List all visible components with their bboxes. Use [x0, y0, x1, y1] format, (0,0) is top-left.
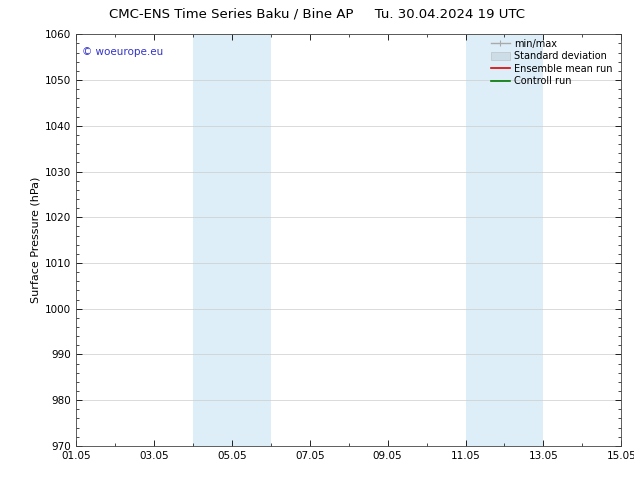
Legend: min/max, Standard deviation, Ensemble mean run, Controll run: min/max, Standard deviation, Ensemble me…: [487, 35, 616, 90]
Bar: [193, 34, 271, 446]
Bar: [465, 34, 543, 446]
Y-axis label: Surface Pressure (hPa): Surface Pressure (hPa): [31, 177, 41, 303]
Text: CMC-ENS Time Series Baku / Bine AP     Tu. 30.04.2024 19 UTC: CMC-ENS Time Series Baku / Bine AP Tu. 3…: [109, 7, 525, 21]
Text: © woeurope.eu: © woeurope.eu: [82, 47, 163, 57]
